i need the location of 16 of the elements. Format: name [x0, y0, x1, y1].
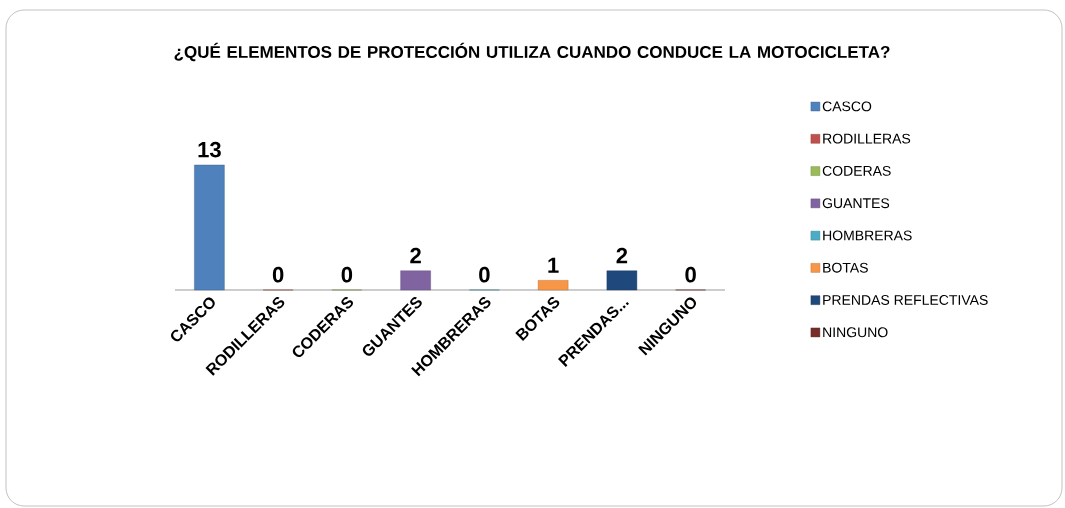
- data-label: 0: [341, 266, 353, 283]
- legend-label: GUANTES: [822, 198, 890, 209]
- legend-label: BOTAS: [823, 262, 868, 273]
- legend-label: CASCO: [822, 101, 872, 112]
- chart-title: ¿QUÉ ELEMENTOS DE PROTECCIÓN UTILIZA CUANDO CONDUCE LA MOTOCICLETA?: [174, 42, 890, 62]
- data-label: 1: [548, 257, 559, 273]
- data-label: 0: [479, 266, 490, 283]
- legend-label: PRENDAS REFLECTIVAS: [823, 295, 988, 305]
- data-label: 2: [410, 247, 421, 264]
- legend-label: CODERAS: [822, 165, 891, 176]
- data-label: 2: [616, 247, 628, 264]
- legend-label: HOMBRERAS: [823, 230, 912, 241]
- data-label: 0: [272, 266, 284, 283]
- legend-label: RODILLERAS: [823, 133, 911, 144]
- data-label: 0: [685, 266, 696, 283]
- data-label: 13: [198, 141, 221, 158]
